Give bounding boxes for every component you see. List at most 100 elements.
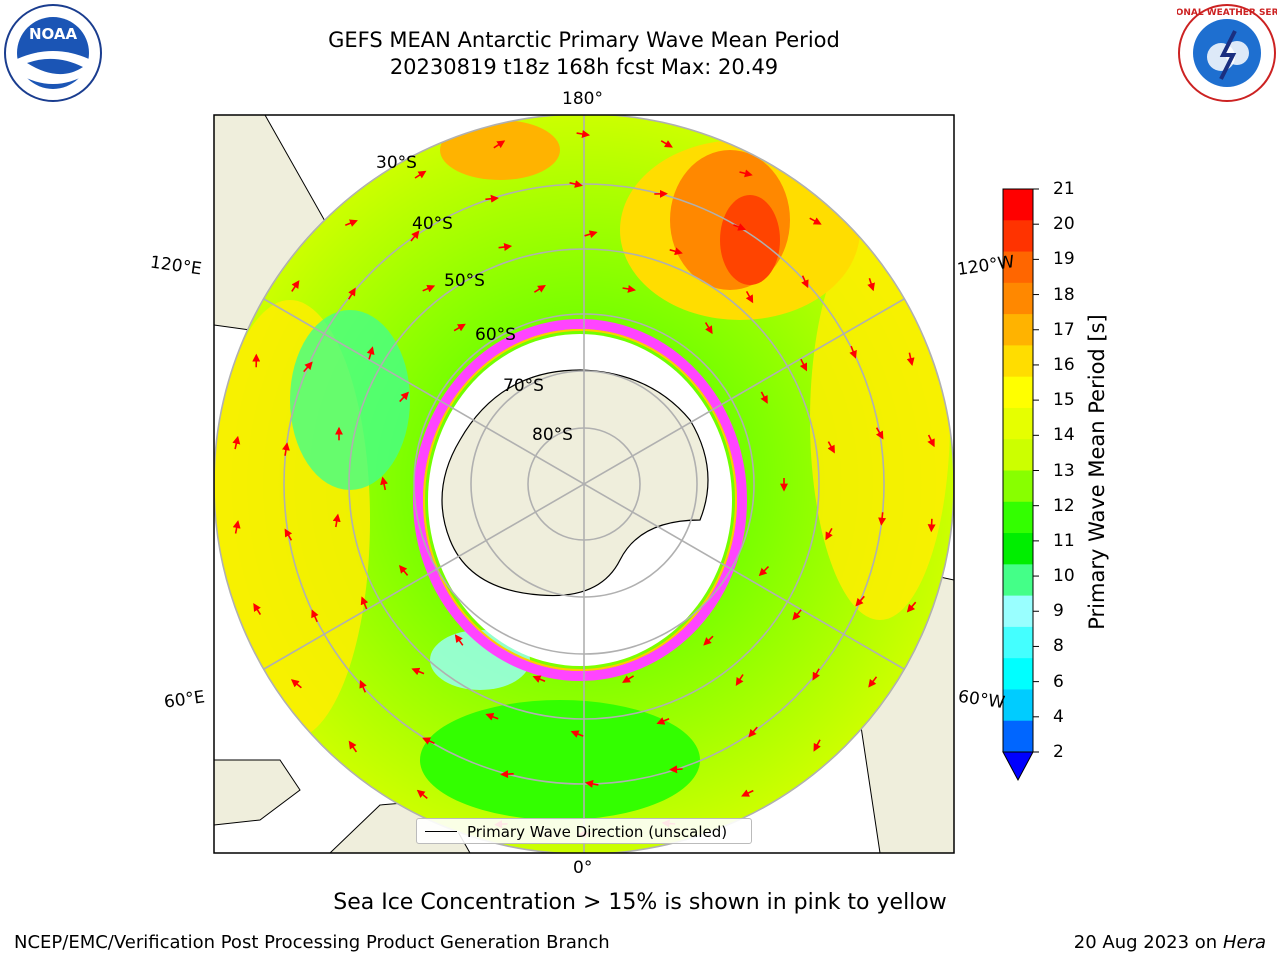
colorbar-tick-label: 2 [1053,742,1064,762]
colorbar-tick-label: 11 [1053,530,1075,551]
wave-direction-arrow [360,596,369,610]
wave-direction-arrow [660,140,673,148]
lat-label-80s: 80°S [532,425,573,445]
colorbar-segment [1003,439,1033,471]
colorbar-tick-label: 10 [1053,566,1075,587]
wave-direction-arrows [232,130,936,838]
colorbar-tick-label: 4 [1053,706,1064,727]
wave-direction-arrow [485,713,499,721]
wave-direction-arrow [849,345,857,359]
wave-direction-arrow [733,223,747,231]
wave-direction-arrow [867,278,875,292]
wave-direction-arrow [812,668,820,681]
wave-direction-arrow [422,284,436,293]
colorbar-segment [1003,345,1033,378]
wave-direction-arrow [748,726,758,738]
wave-direction-arrow [569,180,583,188]
wave-direction-arrow [485,194,499,203]
wave-direction-arrow [855,595,865,607]
wave-direction-arrow [813,739,821,752]
wave-direction-arrow [760,391,768,404]
chart-title: GEFS MEAN Antarctic Primary Wave Mean Pe… [328,28,840,52]
wave-direction-arrow [532,675,546,683]
wave-direction-arrow [411,667,425,676]
wave-direction-arrow [253,603,262,616]
colorbar-tick-label: 18 [1053,284,1075,305]
colorbar-segment [1003,720,1033,753]
lat-label-60s: 60°S [475,325,516,345]
wave-direction-arrow [906,601,917,613]
footer-date: 20 Aug 2023 on [1073,932,1218,953]
colorbar-segment [1003,470,1033,503]
colorbar-segment [1003,189,1033,221]
wave-direction-arrow [576,130,591,138]
map-frame [213,114,955,854]
wave-direction-arrow [584,230,598,239]
colorbar-segment [1003,376,1033,409]
wave-direction-arrow [500,770,514,779]
sea-ice-note: Sea Ice Concentration > 15% is shown in … [333,890,947,915]
wave-direction-arrow [669,247,683,256]
footer-machine: Hera [1222,932,1266,953]
wave-direction-arrow [801,275,809,289]
wave-direction-arrow [878,512,887,526]
lat-label-40s: 40°S [412,214,453,234]
wave-direction-arrow [704,322,713,335]
chart-subtitle: 20230819 t18z 168h fcst Max: 20.49 [389,55,779,79]
wave-direction-arrow [422,737,435,745]
wave-direction-arrow [332,513,341,528]
colorbar-underflow-triangle [1002,751,1034,782]
lat-label-30s: 30°S [376,153,417,173]
wave-direction-arrow [453,323,466,332]
wave-direction-arrow [348,287,356,300]
wave-direction-arrow [232,520,241,534]
noaa-logo: NOAA [4,4,102,102]
colorbar-tick-label: 8 [1053,636,1064,657]
colorbar-segment [1003,314,1033,346]
wave-direction-arrow [735,674,744,686]
wave-direction-arrow [739,169,753,178]
wave-direction-arrow [585,779,599,788]
colorbar-segment [1003,658,1033,690]
wave-period-field [214,115,954,853]
legend-label: Primary Wave Direction (unscaled) [467,823,728,841]
wave-direction-arrow [454,634,464,646]
wave-direction-arrow [311,609,319,623]
lat-label-70s: 70°S [503,376,544,396]
wave-direction-arrow [533,284,546,293]
wave-direction-arrow [868,676,878,688]
wave-direction-arrow [799,358,808,372]
wave-direction-arrow [345,219,358,227]
colorbar-segment [1003,533,1033,565]
wave-direction-arrow [493,140,506,149]
colorbar-tick-label: 17 [1053,319,1075,340]
colorbar-segment [1003,564,1033,597]
wave-direction-arrow [809,217,822,225]
wave-direction-arrow [703,635,714,646]
colorbar-segment [1003,407,1033,440]
colorbar-tick-label: 15 [1053,390,1075,411]
wave-direction-arrow [927,518,936,533]
wave-direction-arrow [622,284,636,293]
map-legend: Primary Wave Direction (unscaled) [416,818,752,844]
wave-direction-arrow [290,679,302,689]
colorbar-tick-label: 19 [1053,249,1075,270]
wave-direction-arrow [906,352,915,366]
wave-direction-arrow [359,679,367,693]
wave-direction-arrow [399,391,409,403]
wave-direction-arrow [745,291,754,304]
colorbar-segment [1003,595,1033,628]
colorbar-tick-label: 13 [1053,460,1075,481]
wave-direction-arrow [348,740,358,753]
lon-label-0: 0° [573,858,593,878]
wave-direction-arrow [398,564,409,576]
colorbar [1002,188,1039,782]
wave-direction-arrow [416,789,428,800]
wave-direction-arrow [284,528,293,541]
wave-direction-arrow [414,170,427,179]
colorbar-segment [1003,251,1033,284]
wave-direction-arrow [741,789,754,797]
footer-timestamp: 20 Aug 2023 on Hera [1074,932,1266,953]
colorbar-segment [1003,689,1033,722]
legend-line-swatch [425,831,457,832]
